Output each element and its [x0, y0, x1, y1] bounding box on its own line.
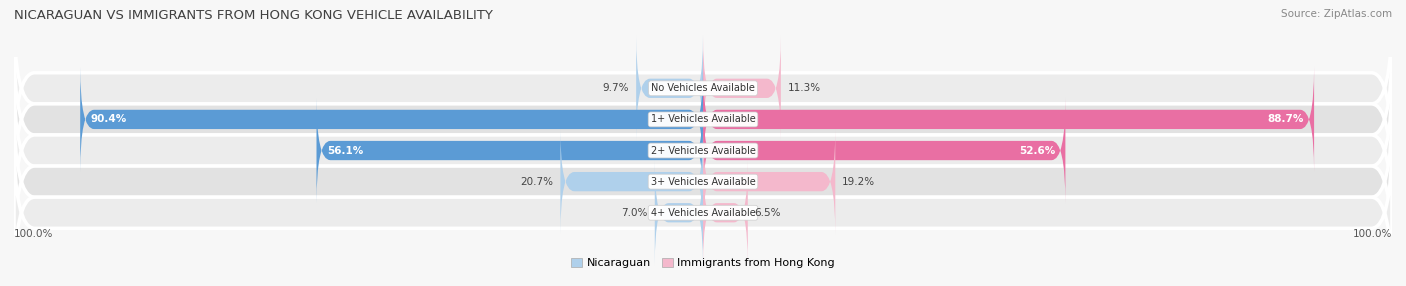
- FancyBboxPatch shape: [14, 11, 1392, 166]
- Text: NICARAGUAN VS IMMIGRANTS FROM HONG KONG VEHICLE AVAILABILITY: NICARAGUAN VS IMMIGRANTS FROM HONG KONG …: [14, 9, 494, 21]
- FancyBboxPatch shape: [14, 42, 1392, 197]
- FancyBboxPatch shape: [703, 98, 1066, 203]
- FancyBboxPatch shape: [703, 67, 1315, 172]
- FancyBboxPatch shape: [703, 129, 835, 234]
- Text: 3+ Vehicles Available: 3+ Vehicles Available: [651, 177, 755, 187]
- FancyBboxPatch shape: [703, 36, 780, 141]
- FancyBboxPatch shape: [14, 73, 1392, 228]
- Text: 6.5%: 6.5%: [755, 208, 782, 218]
- FancyBboxPatch shape: [316, 98, 703, 203]
- Text: 2+ Vehicles Available: 2+ Vehicles Available: [651, 146, 755, 156]
- Text: 90.4%: 90.4%: [90, 114, 127, 124]
- Text: 19.2%: 19.2%: [842, 177, 876, 187]
- FancyBboxPatch shape: [14, 104, 1392, 259]
- Text: 88.7%: 88.7%: [1267, 114, 1303, 124]
- FancyBboxPatch shape: [636, 36, 703, 141]
- Text: 20.7%: 20.7%: [520, 177, 554, 187]
- Legend: Nicaraguan, Immigrants from Hong Kong: Nicaraguan, Immigrants from Hong Kong: [571, 257, 835, 268]
- Text: No Vehicles Available: No Vehicles Available: [651, 83, 755, 93]
- Text: 56.1%: 56.1%: [326, 146, 363, 156]
- Text: 4+ Vehicles Available: 4+ Vehicles Available: [651, 208, 755, 218]
- Text: 100.0%: 100.0%: [14, 229, 53, 239]
- Text: 100.0%: 100.0%: [1353, 229, 1392, 239]
- FancyBboxPatch shape: [561, 129, 703, 234]
- Text: Source: ZipAtlas.com: Source: ZipAtlas.com: [1281, 9, 1392, 19]
- Text: 11.3%: 11.3%: [787, 83, 821, 93]
- FancyBboxPatch shape: [80, 67, 703, 172]
- Text: 7.0%: 7.0%: [621, 208, 648, 218]
- Text: 52.6%: 52.6%: [1019, 146, 1054, 156]
- FancyBboxPatch shape: [14, 135, 1392, 286]
- Text: 9.7%: 9.7%: [603, 83, 630, 93]
- FancyBboxPatch shape: [703, 160, 748, 265]
- Text: 1+ Vehicles Available: 1+ Vehicles Available: [651, 114, 755, 124]
- FancyBboxPatch shape: [655, 160, 703, 265]
